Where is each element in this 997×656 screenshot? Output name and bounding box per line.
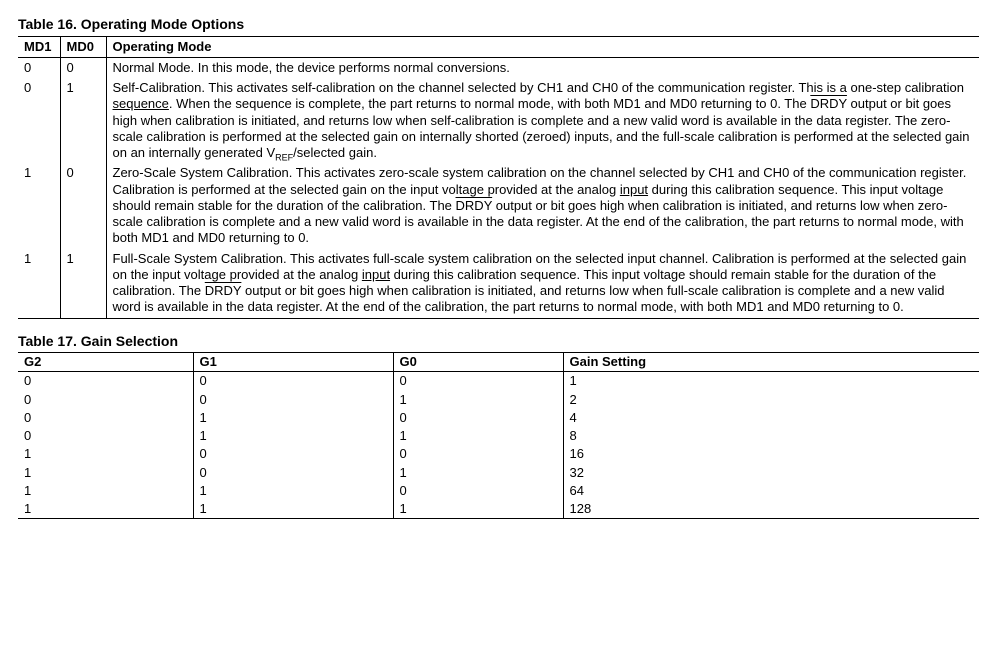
cell-g0: 0 xyxy=(393,409,563,427)
cell-desc: Full-Scale System Calibration. This acti… xyxy=(106,249,979,319)
cell-g0: 1 xyxy=(393,464,563,482)
th-md1: MD1 xyxy=(18,36,60,57)
underline-seq: sequence xyxy=(113,96,169,111)
cell-g2: 0 xyxy=(18,391,193,409)
cell-gain: 16 xyxy=(563,445,979,463)
gain-selection-table: G2 G1 G0 Gain Setting 000100120104011810… xyxy=(18,352,979,519)
table-row: 0001 xyxy=(18,372,979,391)
cell-g0: 0 xyxy=(393,372,563,391)
cell-g2: 0 xyxy=(18,409,193,427)
table-row: 11064 xyxy=(18,482,979,500)
cell-g2: 1 xyxy=(18,482,193,500)
cell-g1: 0 xyxy=(193,391,393,409)
th-mode: Operating Mode xyxy=(106,36,979,57)
cell-g1: 0 xyxy=(193,445,393,463)
table16-title: Table 16. Operating Mode Options xyxy=(18,16,979,34)
th-gain: Gain Setting xyxy=(563,353,979,372)
th-g0: G0 xyxy=(393,353,563,372)
cell-md1: 0 xyxy=(18,57,60,78)
cell-desc: Normal Mode. In this mode, the device pe… xyxy=(106,57,979,78)
cell-gain: 32 xyxy=(563,464,979,482)
cell-md0: 1 xyxy=(60,249,106,319)
cell-gain: 4 xyxy=(563,409,979,427)
table-row: 0 1 Self-Calibration. This activates sel… xyxy=(18,78,979,163)
cell-g0: 1 xyxy=(393,427,563,445)
cell-g2: 0 xyxy=(18,372,193,391)
table-row: 0118 xyxy=(18,427,979,445)
table-row: 10016 xyxy=(18,445,979,463)
cell-desc: Zero-Scale System Calibration. This acti… xyxy=(106,163,979,248)
cell-gain: 128 xyxy=(563,500,979,519)
cell-g1: 1 xyxy=(193,482,393,500)
cell-g0: 1 xyxy=(393,391,563,409)
table-row: 1 1 Full-Scale System Calibration. This … xyxy=(18,249,979,319)
cell-md1: 1 xyxy=(18,249,60,319)
cell-gain: 2 xyxy=(563,391,979,409)
table-row: 0104 xyxy=(18,409,979,427)
table17-title: Table 17. Gain Selection xyxy=(18,333,979,351)
table16-header-row: MD1 MD0 Operating Mode xyxy=(18,36,979,57)
table-row: 0012 xyxy=(18,391,979,409)
underline-input: input xyxy=(362,267,390,282)
th-g2: G2 xyxy=(18,353,193,372)
drdy-overline: DRDY xyxy=(810,96,847,111)
cell-g0: 0 xyxy=(393,482,563,500)
cell-g0: 0 xyxy=(393,445,563,463)
th-md0: MD0 xyxy=(60,36,106,57)
cell-g2: 1 xyxy=(18,500,193,519)
cell-g1: 0 xyxy=(193,464,393,482)
table-row: 1 0 Zero-Scale System Calibration. This … xyxy=(18,163,979,248)
cell-gain: 64 xyxy=(563,482,979,500)
drdy-overline: DRDY xyxy=(205,283,242,298)
cell-md1: 0 xyxy=(18,78,60,163)
cell-md0: 0 xyxy=(60,57,106,78)
table-row: 111128 xyxy=(18,500,979,519)
cell-g1: 0 xyxy=(193,372,393,391)
cell-g1: 1 xyxy=(193,409,393,427)
cell-g1: 1 xyxy=(193,500,393,519)
cell-g2: 1 xyxy=(18,445,193,463)
cell-desc: Self-Calibration. This activates self-ca… xyxy=(106,78,979,163)
cell-md0: 1 xyxy=(60,78,106,163)
cell-g1: 1 xyxy=(193,427,393,445)
cell-gain: 8 xyxy=(563,427,979,445)
drdy-overline: DRDY xyxy=(456,198,493,213)
table-row: 0 0 Normal Mode. In this mode, the devic… xyxy=(18,57,979,78)
cell-g2: 1 xyxy=(18,464,193,482)
cell-g0: 1 xyxy=(393,500,563,519)
cell-gain: 1 xyxy=(563,372,979,391)
th-g1: G1 xyxy=(193,353,393,372)
operating-mode-table: MD1 MD0 Operating Mode 0 0 Normal Mode. … xyxy=(18,36,979,319)
cell-md1: 1 xyxy=(18,163,60,248)
vref-sub: REF xyxy=(275,153,293,163)
underline-input: input xyxy=(620,182,648,197)
cell-g2: 0 xyxy=(18,427,193,445)
table17-header-row: G2 G1 G0 Gain Setting xyxy=(18,353,979,372)
table-row: 10132 xyxy=(18,464,979,482)
cell-md0: 0 xyxy=(60,163,106,248)
